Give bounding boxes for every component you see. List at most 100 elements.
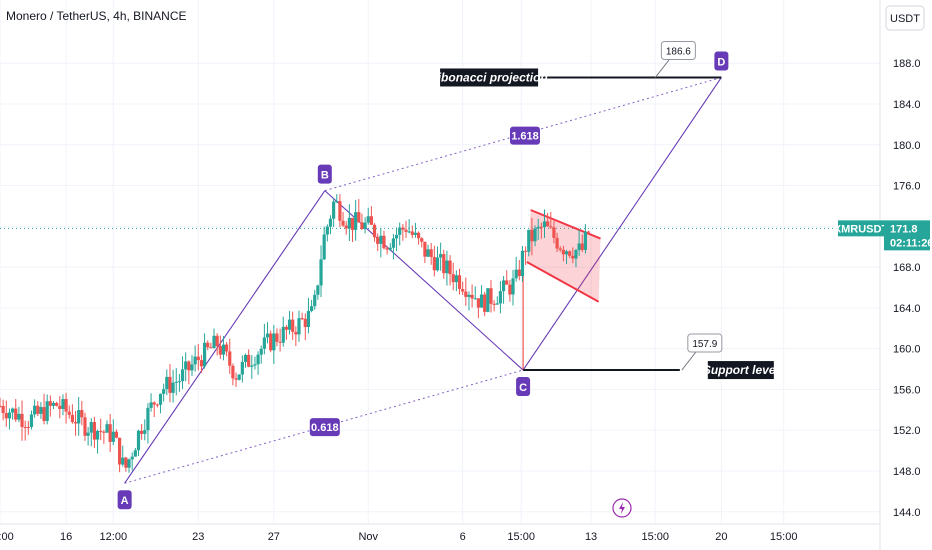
candle [442, 249, 446, 279]
candle [256, 351, 260, 375]
candle-body [256, 354, 260, 365]
candle [313, 289, 317, 310]
candle [297, 310, 301, 342]
x-tick-label: Nov [358, 531, 378, 543]
candle-body [278, 341, 282, 343]
candle [89, 418, 93, 447]
candle-body [215, 335, 219, 347]
candle-body [325, 226, 329, 235]
abcd-leg [124, 190, 326, 484]
candle-body [388, 247, 392, 250]
candle-body [218, 346, 222, 355]
candle-body [558, 248, 562, 250]
candle [549, 212, 553, 229]
candle [520, 245, 525, 282]
candle [133, 447, 137, 457]
candle-body [36, 405, 40, 414]
candle [206, 340, 210, 351]
candle [555, 232, 559, 253]
candle-body [354, 212, 358, 230]
candle [360, 213, 364, 230]
candle-body [237, 374, 241, 380]
candle-body [577, 243, 581, 251]
candle [486, 287, 490, 313]
candle [247, 349, 251, 368]
candle-body [391, 238, 396, 248]
candle [240, 355, 244, 383]
candle [20, 400, 24, 441]
candle [291, 311, 295, 341]
candle-body [432, 256, 436, 271]
candle-body [533, 228, 537, 242]
y-tick-label: 168.0 [893, 262, 921, 274]
candle [508, 279, 512, 302]
candle-body [117, 437, 122, 465]
candle-body [130, 456, 134, 460]
candle-body [196, 356, 200, 361]
candle [36, 401, 40, 417]
y-tick-label: 180.0 [893, 140, 921, 152]
y-tick-label: 176.0 [893, 181, 921, 193]
level-label-box [440, 68, 539, 87]
candle-body [385, 248, 389, 250]
candle-body [398, 227, 402, 235]
ratio-label: 1.618 [511, 131, 539, 143]
x-tick-label: 27 [268, 531, 280, 543]
candle [80, 400, 84, 426]
candle-body [303, 318, 307, 328]
candle [306, 297, 311, 334]
candle [420, 237, 424, 248]
chart-labels: Fibonacci projection 186.6 Support level 15… [117, 40, 780, 518]
level-label-box [707, 361, 774, 380]
candle [162, 383, 166, 402]
chart-title: Monero / TetherUS, 4h, BINANCE [6, 9, 187, 23]
candle-body [467, 294, 471, 297]
candle [448, 255, 452, 286]
candle-body [574, 250, 578, 259]
candle-body [45, 401, 49, 421]
candle-body [243, 354, 248, 362]
candle-body [372, 224, 377, 238]
candle [354, 200, 358, 241]
candle [407, 219, 411, 234]
candle-body [571, 255, 575, 259]
candle [379, 228, 383, 258]
candle-body [451, 274, 455, 283]
candle-body [23, 426, 27, 428]
candle-body [228, 351, 232, 366]
candle [401, 223, 405, 241]
candle [344, 221, 348, 235]
callout-value: 186.6 [666, 46, 691, 57]
candle [457, 268, 462, 295]
currency-button[interactable] [885, 5, 925, 31]
candle-body [382, 235, 386, 249]
candle-body [479, 294, 484, 308]
candle [228, 338, 232, 374]
candle-body [457, 275, 462, 290]
candle [14, 398, 18, 422]
candle-body [184, 361, 188, 370]
candle [561, 245, 565, 262]
candle-body [95, 430, 100, 440]
candle [1, 399, 5, 421]
candle-body [51, 402, 56, 406]
candle [574, 248, 578, 268]
candle-body [140, 430, 144, 434]
candle [300, 312, 304, 321]
candle-body [416, 232, 421, 239]
candle [382, 230, 386, 250]
candle-body [42, 407, 46, 421]
candle-body [568, 251, 572, 256]
candle-body [221, 344, 226, 355]
candle [184, 352, 188, 382]
candle-body [401, 227, 405, 230]
candle [568, 250, 572, 259]
candle [108, 414, 112, 452]
point-label: A [121, 495, 129, 507]
candle-body [350, 217, 355, 230]
candle [501, 276, 506, 304]
candle [325, 224, 329, 242]
candle-body [297, 318, 301, 335]
candle [495, 296, 499, 305]
candle-body [363, 222, 367, 230]
